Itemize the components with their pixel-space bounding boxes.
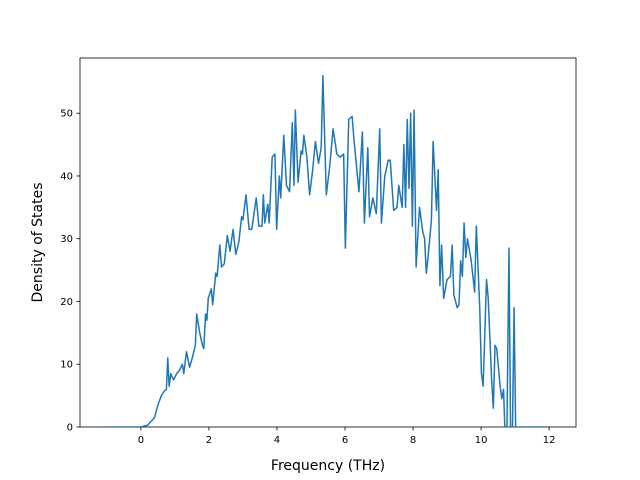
y-tick-label: 40 xyxy=(60,171,73,182)
y-axis-label: Density of States xyxy=(30,183,46,303)
data-line xyxy=(103,74,550,427)
x-tick-label: 8 xyxy=(410,435,416,446)
y-tick-label: 50 xyxy=(60,109,73,120)
y-tick-label: 10 xyxy=(60,360,73,371)
x-tick-label: 6 xyxy=(342,435,348,446)
x-axis-label: Frequency (THz) xyxy=(271,458,385,474)
x-tick-label: 2 xyxy=(206,435,212,446)
y-tick-label: 0 xyxy=(67,423,73,434)
x-tick-label: 10 xyxy=(475,435,488,446)
y-tick-label: 20 xyxy=(60,297,73,308)
y-tick-label: 30 xyxy=(60,234,73,245)
x-tick-label: 4 xyxy=(274,435,280,446)
x-tick-label: 12 xyxy=(543,435,556,446)
plot-frame xyxy=(79,57,577,428)
x-tick-label: 0 xyxy=(138,435,144,446)
